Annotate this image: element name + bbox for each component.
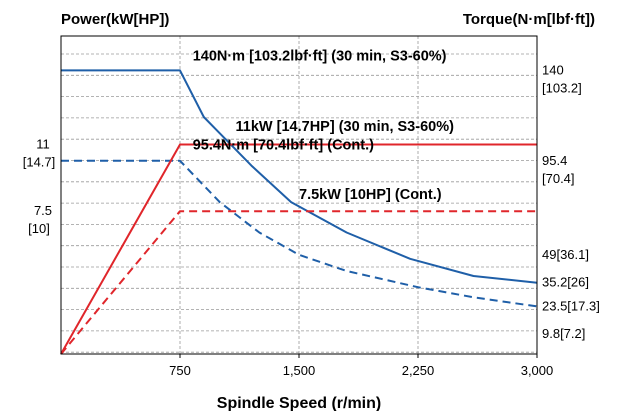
curve-annotation: 95.4N·m [70.4lbf·ft] (Cont.) xyxy=(193,137,374,153)
x-tick-label: 2,250 xyxy=(402,363,435,378)
power-cont-line xyxy=(60,210,537,355)
x-tick-label: 3,000 xyxy=(521,363,554,378)
torque-tick-label: 95.4 xyxy=(542,153,567,168)
power-tick-sublabel: [10] xyxy=(28,221,50,236)
power-tick-label: 11 xyxy=(36,137,50,152)
torque-tick-label: 9.8[7.2] xyxy=(542,326,585,341)
power-axis-title: Power(kW[HP]) xyxy=(61,11,169,28)
curve-annotation: 140N·m [103.2lbf·ft] (30 min, S3-60%) xyxy=(193,48,447,64)
curve-annotation: 11kW [14.7HP] (30 min, S3-60%) xyxy=(236,119,455,135)
torque-cont-line xyxy=(61,159,538,308)
annotations: 140N·m [103.2lbf·ft] (30 min, S3-60%) 11k… xyxy=(193,48,454,203)
torque-axis-title: Torque(N·m[lbf·ft]) xyxy=(463,11,595,28)
x-axis-title: Spindle Speed (r/min) xyxy=(217,395,381,411)
power-peak-line xyxy=(60,143,537,355)
torque-tick-sublabel: [70.4] xyxy=(542,171,575,186)
torque-tick-sublabel: [103.2] xyxy=(542,80,582,95)
torque-peak-line xyxy=(61,69,538,284)
axis-ticks: 750 1,500 2,250 3,000 11 [14.7] 7.5 [10] 140 [103… xyxy=(23,62,600,378)
series-lines xyxy=(60,69,538,355)
curve-annotation: 7.5kW [10HP] (Cont.) xyxy=(299,187,442,203)
x-tick-label: 750 xyxy=(169,363,191,378)
x-tick-label: 1,500 xyxy=(283,363,316,378)
torque-tick-label: 49[36.1] xyxy=(542,247,589,262)
power-tick-sublabel: [14.7] xyxy=(23,155,56,170)
grid-lines xyxy=(61,36,537,354)
power-tick-label: 7.5 xyxy=(34,203,52,218)
torque-tick-label: 23.5[17.3] xyxy=(542,298,600,313)
torque-tick-label: 140 xyxy=(542,62,564,77)
axis-labels: Power(kW[HP]) Torque(N·m[lbf·ft]) Spindle … xyxy=(61,11,595,411)
torque-tick-label: 35.2[26] xyxy=(542,275,589,290)
